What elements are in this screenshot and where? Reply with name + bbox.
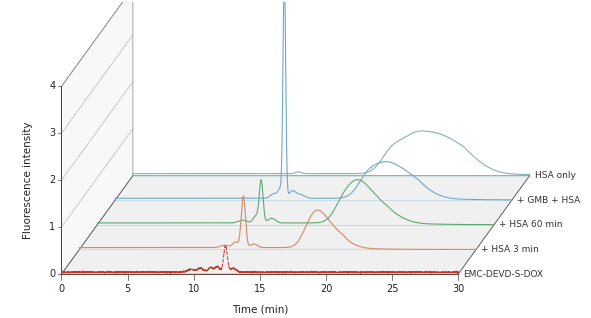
Text: HSA only: HSA only xyxy=(535,171,576,180)
Text: 0: 0 xyxy=(50,269,56,279)
Text: 1: 1 xyxy=(50,222,56,232)
Text: + HSA 3 min: + HSA 3 min xyxy=(482,245,539,254)
Text: 30: 30 xyxy=(452,284,465,294)
Text: 20: 20 xyxy=(320,284,332,294)
Text: + GMB + HSA: + GMB + HSA xyxy=(517,196,580,205)
Text: 4: 4 xyxy=(50,81,56,91)
Text: 10: 10 xyxy=(187,284,200,294)
Text: 0: 0 xyxy=(59,284,64,294)
Text: 15: 15 xyxy=(254,284,266,294)
Text: 5: 5 xyxy=(125,284,131,294)
Text: Fluorescence intensity: Fluorescence intensity xyxy=(24,121,34,239)
Polygon shape xyxy=(61,0,133,274)
Text: Time (min): Time (min) xyxy=(232,305,288,315)
Text: + HSA 60 min: + HSA 60 min xyxy=(499,220,563,229)
Text: 2: 2 xyxy=(49,175,56,185)
Text: 3: 3 xyxy=(50,128,56,138)
Text: EMC-DEVD-S-DOX: EMC-DEVD-S-DOX xyxy=(463,270,544,279)
Text: 25: 25 xyxy=(386,284,398,294)
Polygon shape xyxy=(61,176,530,274)
